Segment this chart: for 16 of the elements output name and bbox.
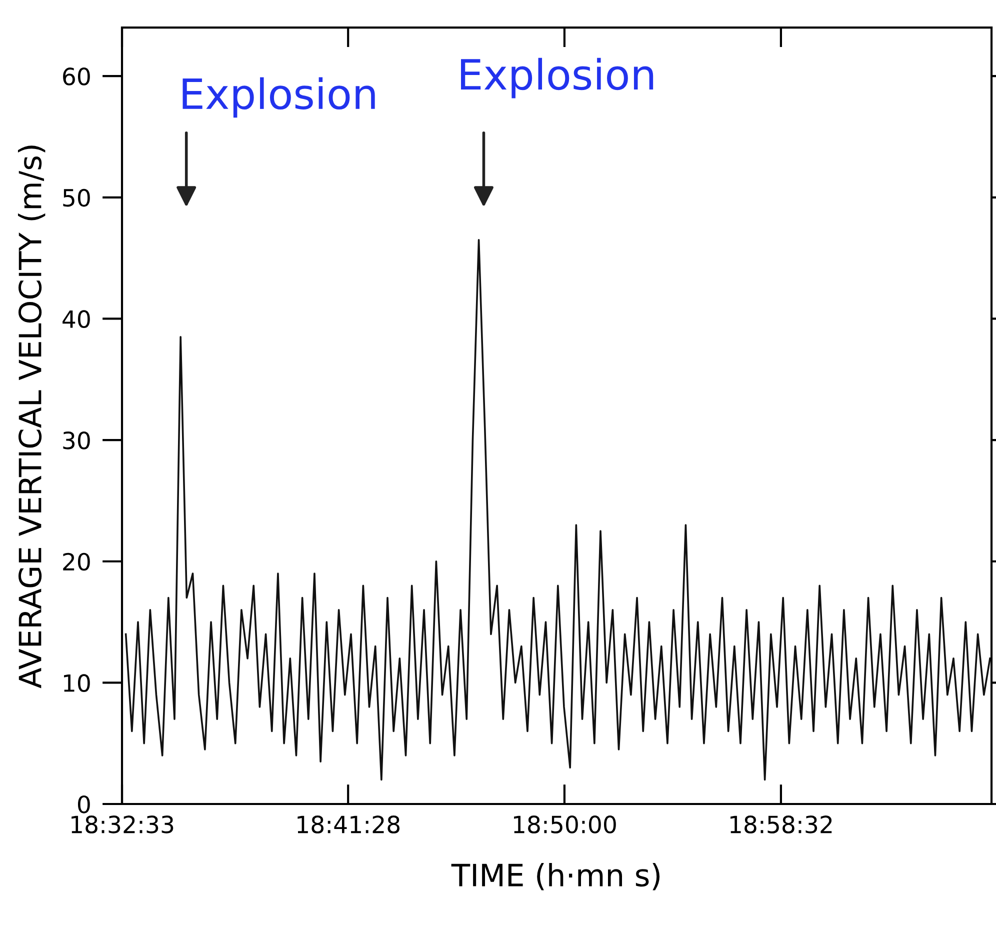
x-axis-title: TIME (h·mn s) xyxy=(451,862,660,890)
annotation: Explosion xyxy=(461,58,654,98)
y-tick-label: 20 xyxy=(63,552,90,571)
y-axis-title: AVERAGE VERTICAL VELOCITY (m/s) xyxy=(18,146,46,688)
y-tick-label: 30 xyxy=(63,431,90,450)
line-series xyxy=(124,238,991,781)
y-tick-label: 50 xyxy=(63,188,90,207)
y-tick-label: 10 xyxy=(64,674,90,692)
x-tick-label: 18:32:33 xyxy=(72,816,174,834)
y-tick-label: 40 xyxy=(62,310,90,328)
x-tick-label: 18:41:28 xyxy=(298,816,400,834)
y-tick-label: 60 xyxy=(63,68,90,86)
y-tick-label: 0 xyxy=(78,795,90,814)
x-tick-label: 18:58:32 xyxy=(730,816,832,834)
annotation: Explosion xyxy=(182,77,375,118)
x-tick-label: 18:50:00 xyxy=(514,816,616,834)
